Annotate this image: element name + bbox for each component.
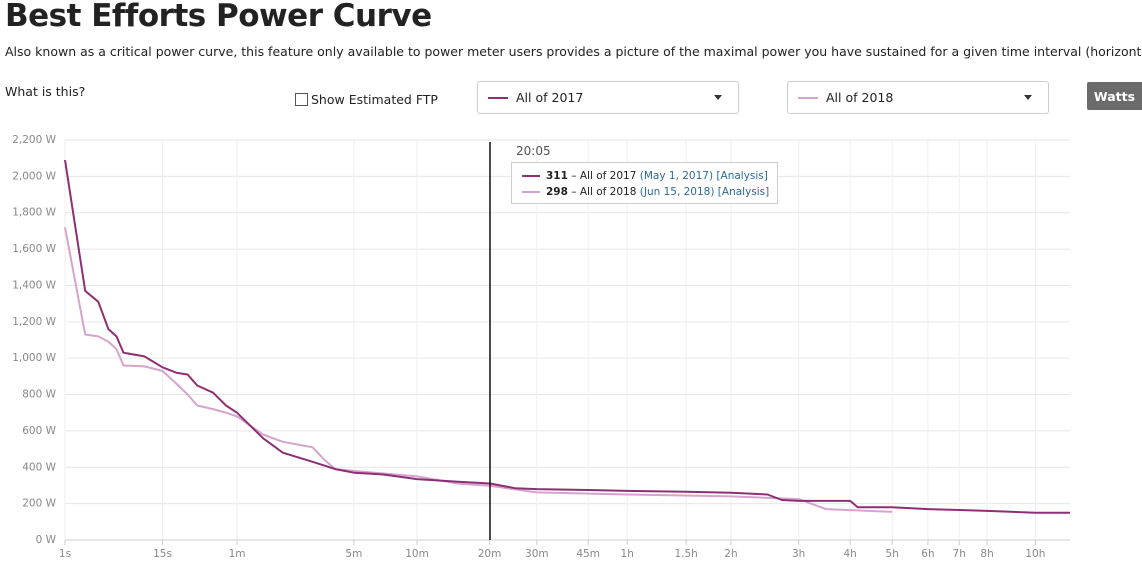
x-tick-label: 20m <box>478 548 502 560</box>
x-tick-label: 1h <box>621 548 634 560</box>
x-tick-label: 10h <box>1025 548 1045 560</box>
x-tick-label: 5h <box>886 548 899 560</box>
y-tick-label: 0 W <box>36 534 57 546</box>
x-tick-label: 10m <box>405 548 429 560</box>
legend-label: All of 2017 <box>516 90 584 105</box>
y-tick-label: 2,200 W <box>12 134 56 146</box>
units-button[interactable]: Watts <box>1087 82 1142 110</box>
ftp-checkbox[interactable]: Show Estimated FTP <box>295 92 438 107</box>
y-tick-label: 400 W <box>22 461 56 473</box>
tooltip: 311 – All of 2017 (May 1, 2017) [Analysi… <box>511 162 779 204</box>
caret <box>1024 95 1032 100</box>
help-link[interactable]: What is this? <box>5 84 86 99</box>
x-tick-label: 1m <box>229 548 246 560</box>
tooltip-swatch <box>522 191 540 193</box>
y-tick-label: 1,600 W <box>12 243 56 255</box>
x-tick-label: 30m <box>525 548 549 560</box>
y-tick-label: 2,000 W <box>12 170 56 182</box>
analysis-link[interactable]: [Analysis] <box>717 186 770 198</box>
y-tick-label: 600 W <box>22 425 56 437</box>
x-tick-label: 7h <box>953 548 966 560</box>
y-tick-label: 1,800 W <box>12 207 56 219</box>
x-tick-label: 5m <box>345 548 362 560</box>
x-tick-label: 3h <box>792 548 805 560</box>
legend-label: All of 2018 <box>826 90 894 105</box>
tooltip-date: (May 1, 2017) <box>639 170 714 182</box>
tooltip-date: (Jun 15, 2018) <box>639 186 715 198</box>
tooltip-separator: – <box>571 170 577 182</box>
y-tick-label: 200 W <box>22 498 56 510</box>
tooltip-swatch <box>522 175 540 177</box>
checkbox-label: Show Estimated FTP <box>311 92 438 107</box>
x-tick-label: 6h <box>921 548 934 560</box>
tooltip-value: 298 <box>546 186 568 198</box>
caret <box>714 95 722 100</box>
y-tick-label: 1,200 W <box>12 316 56 328</box>
tooltip-value: 311 <box>546 170 568 182</box>
y-tick-label: 1,400 W <box>12 279 56 291</box>
tooltip-separator: – <box>571 186 577 198</box>
legend-swatch <box>488 96 508 99</box>
tooltip-series: All of 2017 <box>579 170 637 182</box>
x-tick-label: 1.5h <box>674 548 697 560</box>
x-tick-label: 1s <box>59 548 71 560</box>
checkbox-box[interactable] <box>295 93 308 106</box>
tooltip-row: 311 – All of 2017 (May 1, 2017) [Analysi… <box>522 168 769 184</box>
y-tick-label: 1,000 W <box>12 352 56 364</box>
x-tick-label: 45m <box>576 548 600 560</box>
description: Also known as a critical power curve, th… <box>5 44 1142 59</box>
analysis-link[interactable]: [Analysis] <box>716 170 768 182</box>
series-line <box>64 227 893 513</box>
series-dropdown[interactable]: All of 2017 <box>477 81 739 114</box>
x-tick-label: 15s <box>153 548 172 560</box>
tooltip-time: 20:05 <box>516 144 551 158</box>
page-title: Best Efforts Power Curve <box>5 0 432 34</box>
tooltip-series: All of 2018 <box>579 186 637 198</box>
x-tick-label: 8h <box>980 548 993 560</box>
series-dropdown[interactable]: All of 2018 <box>787 81 1049 114</box>
x-tick-label: 4h <box>843 548 856 560</box>
legend-swatch <box>798 96 818 99</box>
y-tick-label: 800 W <box>22 389 56 401</box>
tooltip-row: 298 – All of 2018 (Jun 15, 2018) [Analys… <box>522 184 769 200</box>
series-line <box>64 159 1070 514</box>
x-tick-label: 2h <box>724 548 737 560</box>
